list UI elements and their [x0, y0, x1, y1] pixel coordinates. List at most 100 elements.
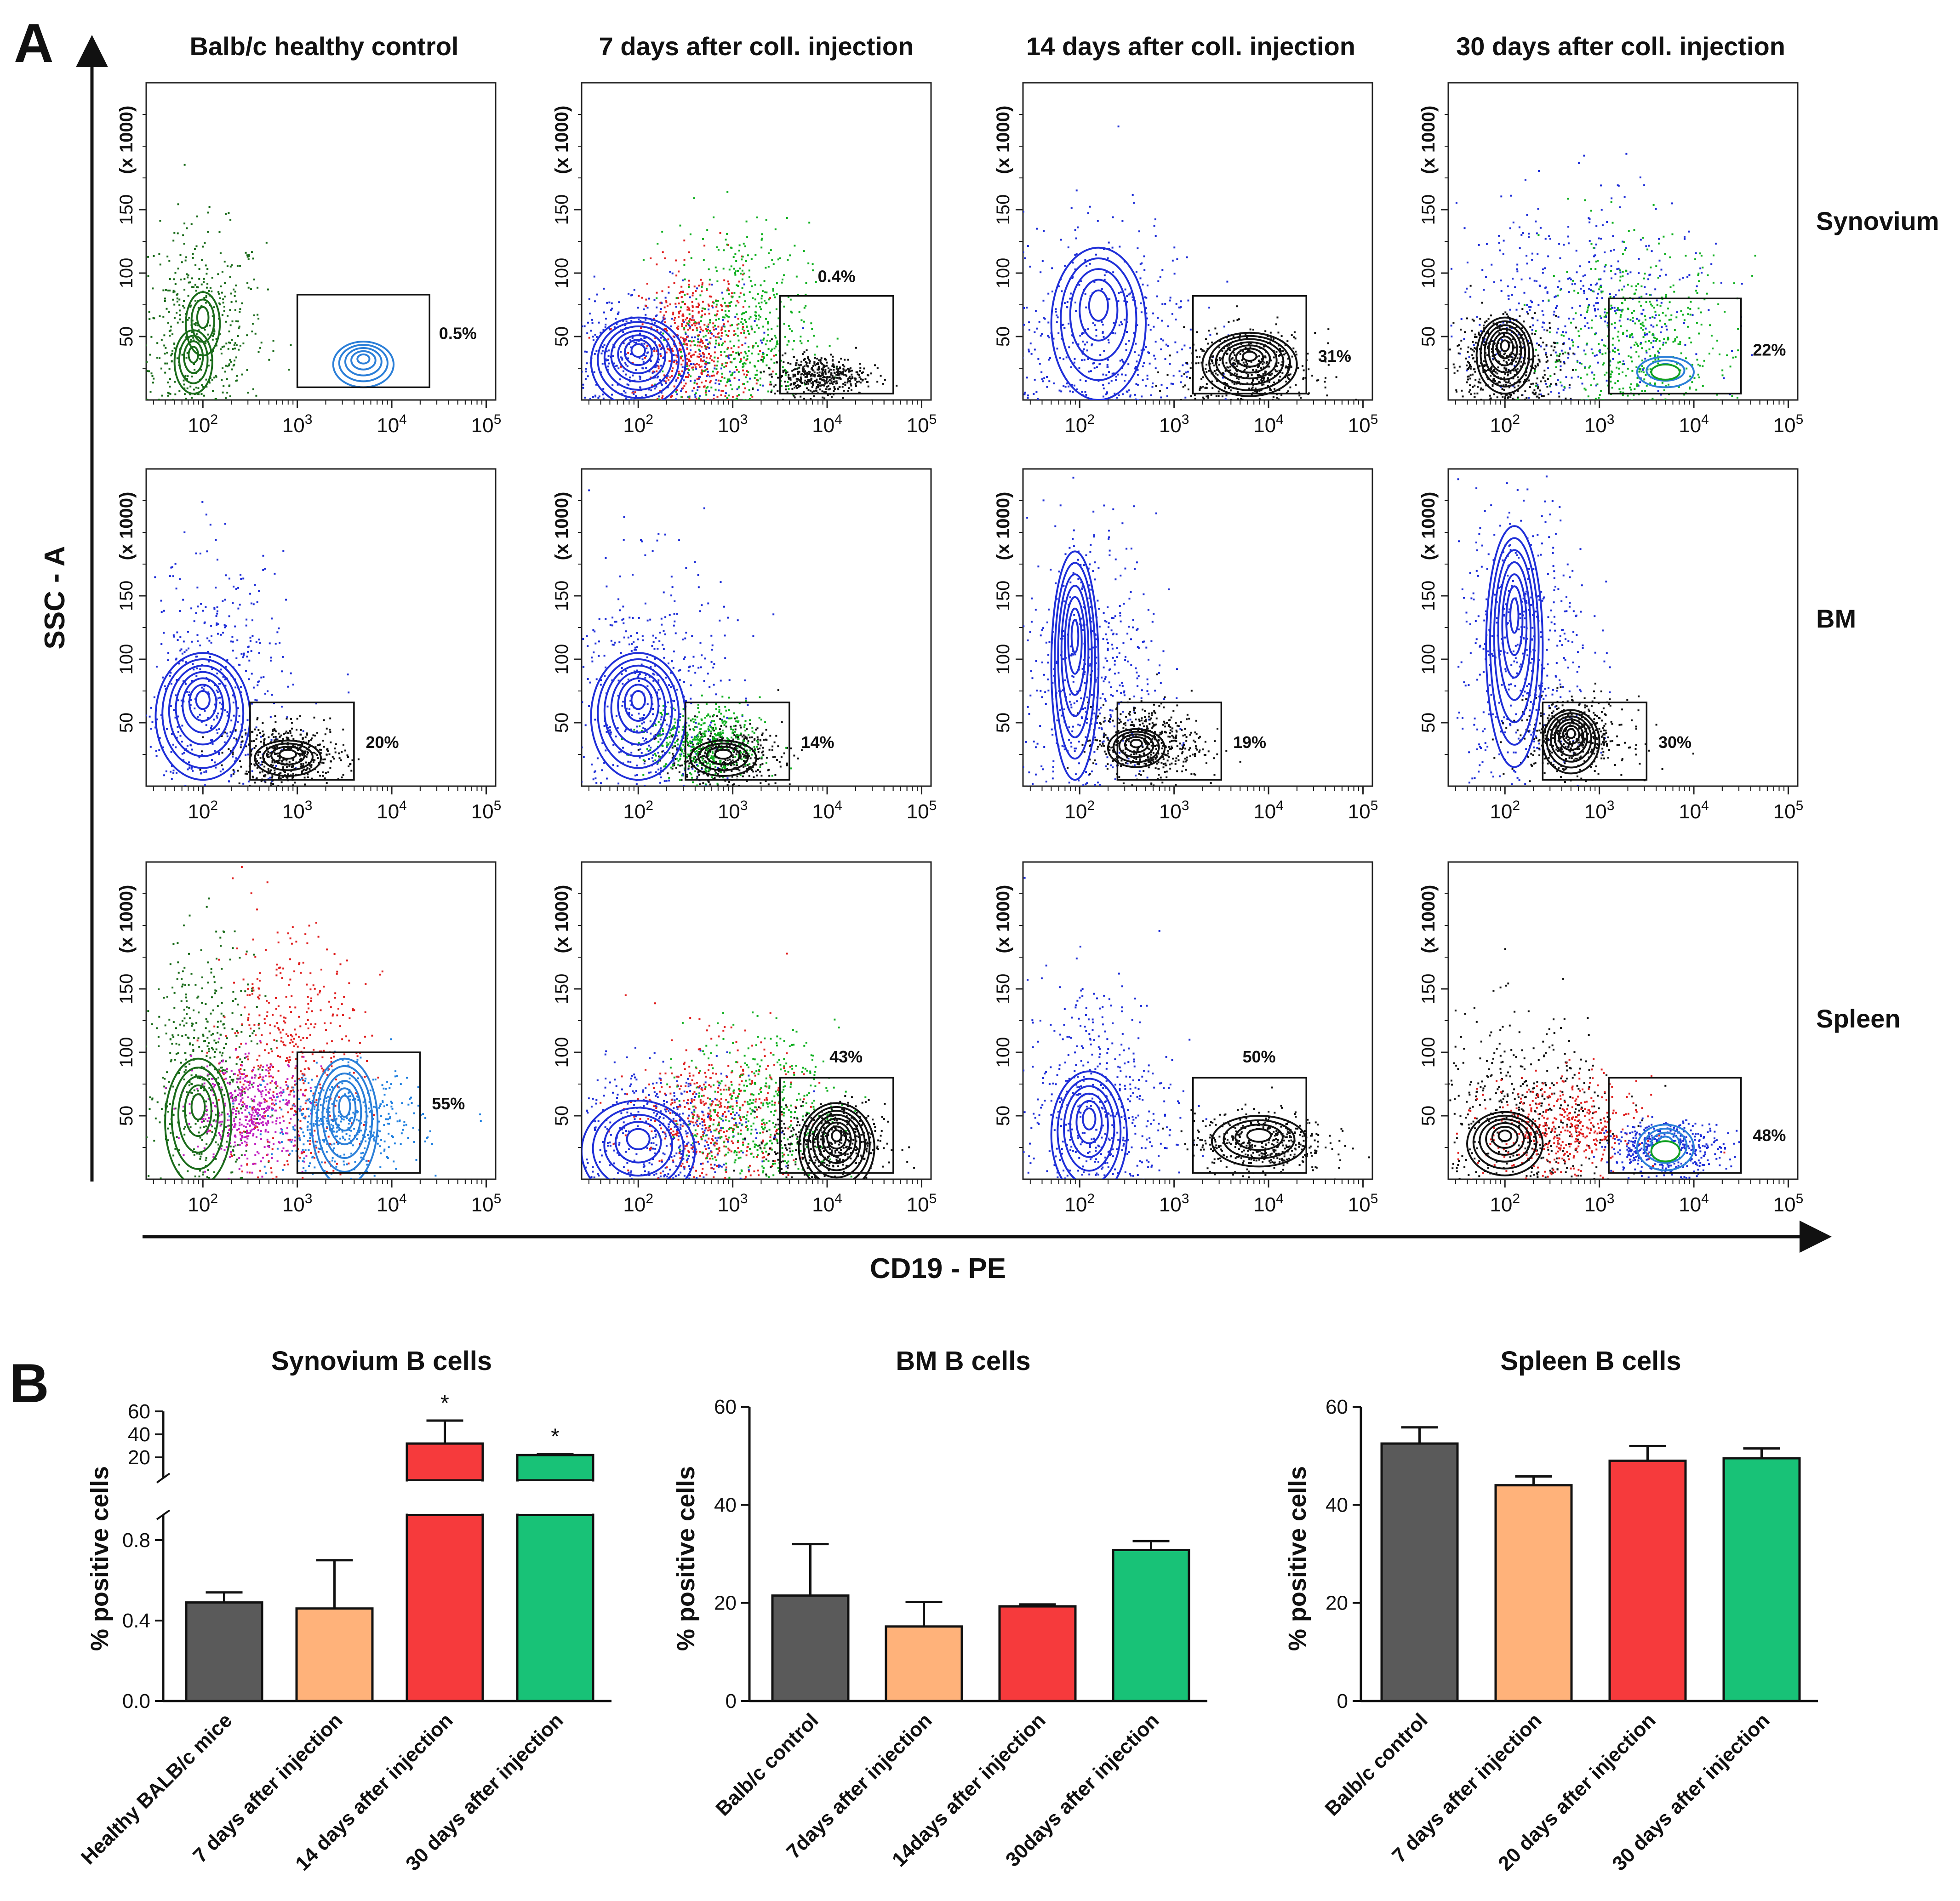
event-dot	[1511, 359, 1513, 361]
event-dot	[804, 376, 806, 378]
event-dot	[1635, 285, 1637, 287]
event-dot	[205, 606, 207, 608]
event-dot	[789, 363, 792, 365]
event-dot	[645, 394, 647, 396]
event-dot	[1066, 301, 1069, 303]
column-header: 14 days after coll. injection	[1026, 32, 1355, 61]
event-dot	[794, 382, 796, 385]
event-dot	[1554, 351, 1557, 354]
event-dot	[1210, 394, 1212, 396]
event-dot	[1649, 294, 1651, 296]
event-dot	[662, 251, 664, 253]
event-dot	[1557, 294, 1559, 297]
event-dot	[822, 372, 824, 375]
event-dot	[1598, 237, 1600, 240]
event-dot	[708, 308, 710, 311]
event-dot	[726, 397, 728, 399]
event-dot	[603, 344, 606, 346]
event-dot	[213, 719, 215, 721]
event-dot	[617, 367, 620, 370]
event-dot	[697, 335, 699, 337]
event-dot	[1710, 335, 1713, 337]
event-dot	[713, 398, 715, 400]
event-dot	[734, 316, 737, 318]
event-dot	[838, 377, 840, 379]
event-dot	[1407, 268, 1409, 270]
event-dot	[187, 375, 189, 377]
event-dot	[641, 323, 644, 325]
event-dot	[721, 364, 723, 366]
event-dot	[156, 357, 159, 359]
event-dot	[1657, 355, 1659, 358]
event-dot	[694, 379, 696, 382]
row-label: Synovium	[1816, 206, 1939, 235]
event-dot	[663, 339, 665, 341]
event-dot	[754, 374, 757, 377]
event-dot	[657, 376, 659, 378]
event-dot	[1510, 363, 1513, 365]
event-dot	[1154, 218, 1156, 221]
event-dot	[1691, 381, 1693, 383]
event-dot	[1555, 384, 1558, 386]
event-dot	[1491, 350, 1493, 353]
event-dot	[1600, 278, 1602, 280]
event-dot	[271, 617, 273, 620]
event-dot	[1610, 270, 1612, 272]
event-dot	[1577, 330, 1580, 332]
event-dot	[1630, 388, 1632, 391]
event-dot	[173, 291, 176, 293]
event-dot	[849, 367, 851, 369]
event-dot	[712, 306, 714, 308]
event-dot	[201, 384, 203, 386]
event-dot	[704, 345, 707, 348]
event-dot	[1172, 383, 1174, 385]
event-dot	[717, 325, 720, 328]
event-dot	[1480, 387, 1482, 389]
event-dot	[1486, 354, 1489, 356]
event-dot	[1208, 370, 1210, 372]
event-dot	[682, 320, 684, 322]
event-dot	[813, 376, 816, 377]
event-dot	[723, 323, 725, 325]
event-dot	[1657, 358, 1660, 360]
event-dot	[673, 319, 675, 321]
event-dot	[884, 379, 886, 381]
event-dot	[257, 318, 260, 320]
event-dot	[224, 685, 227, 687]
event-dot	[241, 302, 243, 304]
event-dot	[728, 302, 731, 304]
contour-ring	[1480, 320, 1530, 388]
event-dot	[1543, 348, 1546, 351]
event-dot	[1598, 350, 1600, 352]
event-dot	[1118, 292, 1120, 294]
event-dot	[1497, 349, 1499, 351]
event-dot	[1293, 331, 1296, 333]
event-dot	[876, 381, 879, 383]
event-dot	[749, 291, 751, 293]
event-dot	[1504, 394, 1507, 396]
event-dot	[674, 317, 676, 319]
event-dot	[698, 376, 700, 378]
event-dot	[1442, 388, 1444, 390]
event-dot	[733, 334, 735, 337]
event-dot	[141, 311, 143, 313]
event-dot	[788, 388, 790, 390]
event-dot	[1593, 255, 1595, 257]
event-dot	[804, 358, 806, 360]
event-dot	[709, 362, 711, 364]
x-tick-label: 102	[188, 412, 218, 437]
event-dot	[1137, 399, 1139, 400]
event-dot	[726, 191, 729, 193]
event-dot	[1605, 352, 1606, 354]
event-dot	[715, 379, 717, 381]
event-dot	[712, 326, 714, 329]
event-dot	[595, 336, 598, 338]
event-dot	[837, 388, 840, 390]
event-dot	[1519, 337, 1521, 339]
event-dot	[680, 356, 682, 358]
event-dot	[1732, 356, 1734, 359]
event-dot	[219, 297, 221, 299]
contour-ring	[610, 330, 666, 382]
event-dot	[1164, 303, 1166, 305]
event-dot	[187, 319, 189, 321]
